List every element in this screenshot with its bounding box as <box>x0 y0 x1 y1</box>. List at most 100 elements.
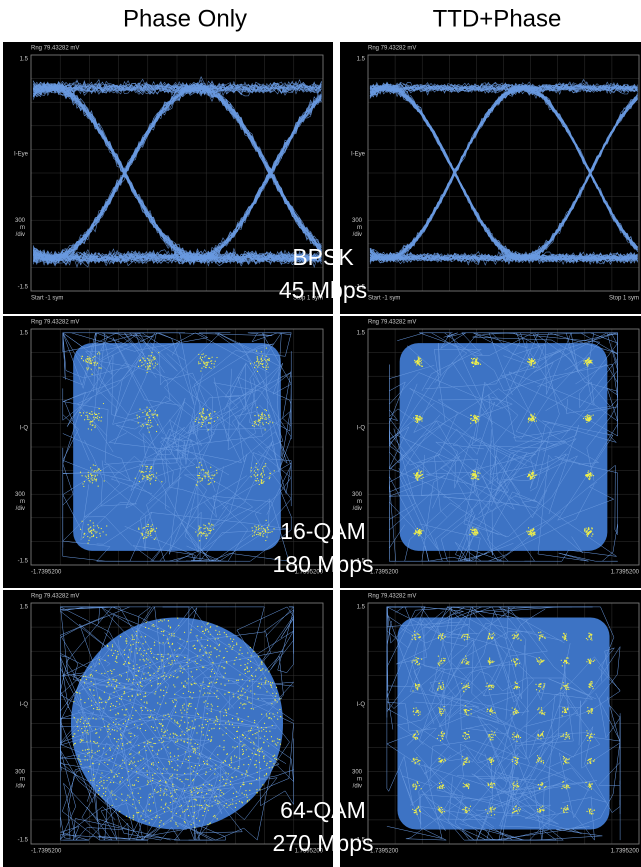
symbol-dot <box>586 364 588 366</box>
symbol-dot <box>265 539 267 542</box>
symbol-dot <box>564 738 566 740</box>
symbol-dot <box>562 636 564 638</box>
symbol-dot <box>153 358 155 360</box>
symbol-dot <box>121 799 123 801</box>
symbol-dot <box>475 473 477 476</box>
symbol-dot <box>89 520 91 522</box>
symbol-dot <box>88 751 90 754</box>
symbol-dot <box>274 695 277 697</box>
symbol-dot <box>157 683 159 685</box>
symbol-dot <box>89 421 91 423</box>
symbol-dot <box>149 793 151 795</box>
symbol-dot <box>98 701 101 704</box>
symbol-dot <box>97 793 100 795</box>
symbol-dot <box>184 822 186 824</box>
symbol-dot <box>515 635 517 637</box>
symbol-dot <box>243 703 245 705</box>
symbol-dot <box>420 658 423 660</box>
symbol-dot <box>81 728 83 730</box>
symbol-dot <box>94 426 96 429</box>
symbol-dot <box>154 530 156 532</box>
symbol-dot <box>203 524 205 526</box>
eye-trace <box>32 85 322 260</box>
symbol-dot <box>276 712 279 714</box>
symbol-dot <box>516 662 518 664</box>
symbol-dot <box>517 784 519 786</box>
symbol-dot <box>415 758 417 760</box>
symbol-dot <box>138 360 141 362</box>
symbol-dot <box>190 742 192 744</box>
symbol-dot <box>168 676 171 678</box>
symbol-dot <box>149 480 151 482</box>
symbol-dot <box>141 365 143 367</box>
symbol-dot <box>489 657 491 659</box>
symbol-dot <box>440 639 442 641</box>
symbol-dot <box>216 678 218 680</box>
symbol-dot <box>468 663 470 665</box>
symbol-dot <box>415 659 418 661</box>
symbol-dot <box>262 668 264 670</box>
symbol-dot <box>198 363 200 365</box>
symbol-dot <box>247 800 249 802</box>
symbol-dot <box>261 417 263 419</box>
symbol-dot <box>248 670 251 672</box>
symbol-dot <box>146 412 149 414</box>
symbol-dot <box>266 738 269 740</box>
symbol-dot <box>422 476 424 479</box>
symbol-dot <box>412 786 414 788</box>
y-axis-name: I-Q <box>357 702 366 708</box>
symbol-dot <box>115 714 117 716</box>
symbol-dot <box>145 641 147 643</box>
symbol-dot <box>197 533 199 535</box>
symbol-dot <box>201 415 203 418</box>
symbol-dot <box>537 784 540 786</box>
symbol-dot <box>418 533 420 535</box>
symbol-dot <box>127 794 129 796</box>
symbol-dot <box>233 663 235 665</box>
symbol-dot <box>84 755 86 757</box>
symbol-dot <box>212 815 215 817</box>
symbol-dot <box>143 526 145 529</box>
symbol-dot <box>261 476 263 478</box>
symbol-dot <box>196 668 198 671</box>
symbol-dot <box>515 659 518 661</box>
symbol-dot <box>440 787 442 789</box>
symbol-dot <box>243 794 245 796</box>
symbol-dot <box>239 694 241 696</box>
symbol-dot <box>591 527 593 529</box>
symbol-dot <box>107 736 109 738</box>
symbol-dot <box>147 427 149 429</box>
symbol-dot <box>151 738 154 740</box>
symbol-dot <box>563 757 566 759</box>
symbol-dot <box>83 726 85 728</box>
symbol-dot <box>591 682 593 684</box>
eye-trace <box>32 81 322 264</box>
symbol-dot <box>441 635 443 637</box>
symbol-dot <box>118 723 120 726</box>
symbol-dot <box>161 719 164 721</box>
symbol-dot <box>488 637 490 640</box>
trajectory <box>474 699 588 795</box>
symbol-dot <box>271 682 274 684</box>
symbol-dot <box>102 792 105 795</box>
symbol-dot <box>169 655 172 657</box>
symbol-dot <box>255 528 257 530</box>
symbol-dot <box>161 659 163 661</box>
symbol-dot <box>411 760 413 763</box>
symbol-dot <box>568 758 570 760</box>
symbol-dot <box>183 684 185 687</box>
symbol-dot <box>255 364 257 366</box>
symbol-dot <box>250 470 252 472</box>
symbol-dot <box>135 674 137 677</box>
symbol-dot <box>149 810 151 813</box>
symbol-dot <box>153 742 155 745</box>
symbol-dot <box>155 430 158 433</box>
symbol-dot <box>442 686 445 688</box>
symbol-dot <box>273 763 275 765</box>
symbol-dot <box>261 531 264 533</box>
y-bottom-label: -1.5 <box>18 285 29 291</box>
symbol-dot <box>532 472 535 474</box>
symbol-dot <box>201 480 203 482</box>
symbol-dot <box>233 638 235 640</box>
symbol-dot <box>261 525 263 528</box>
